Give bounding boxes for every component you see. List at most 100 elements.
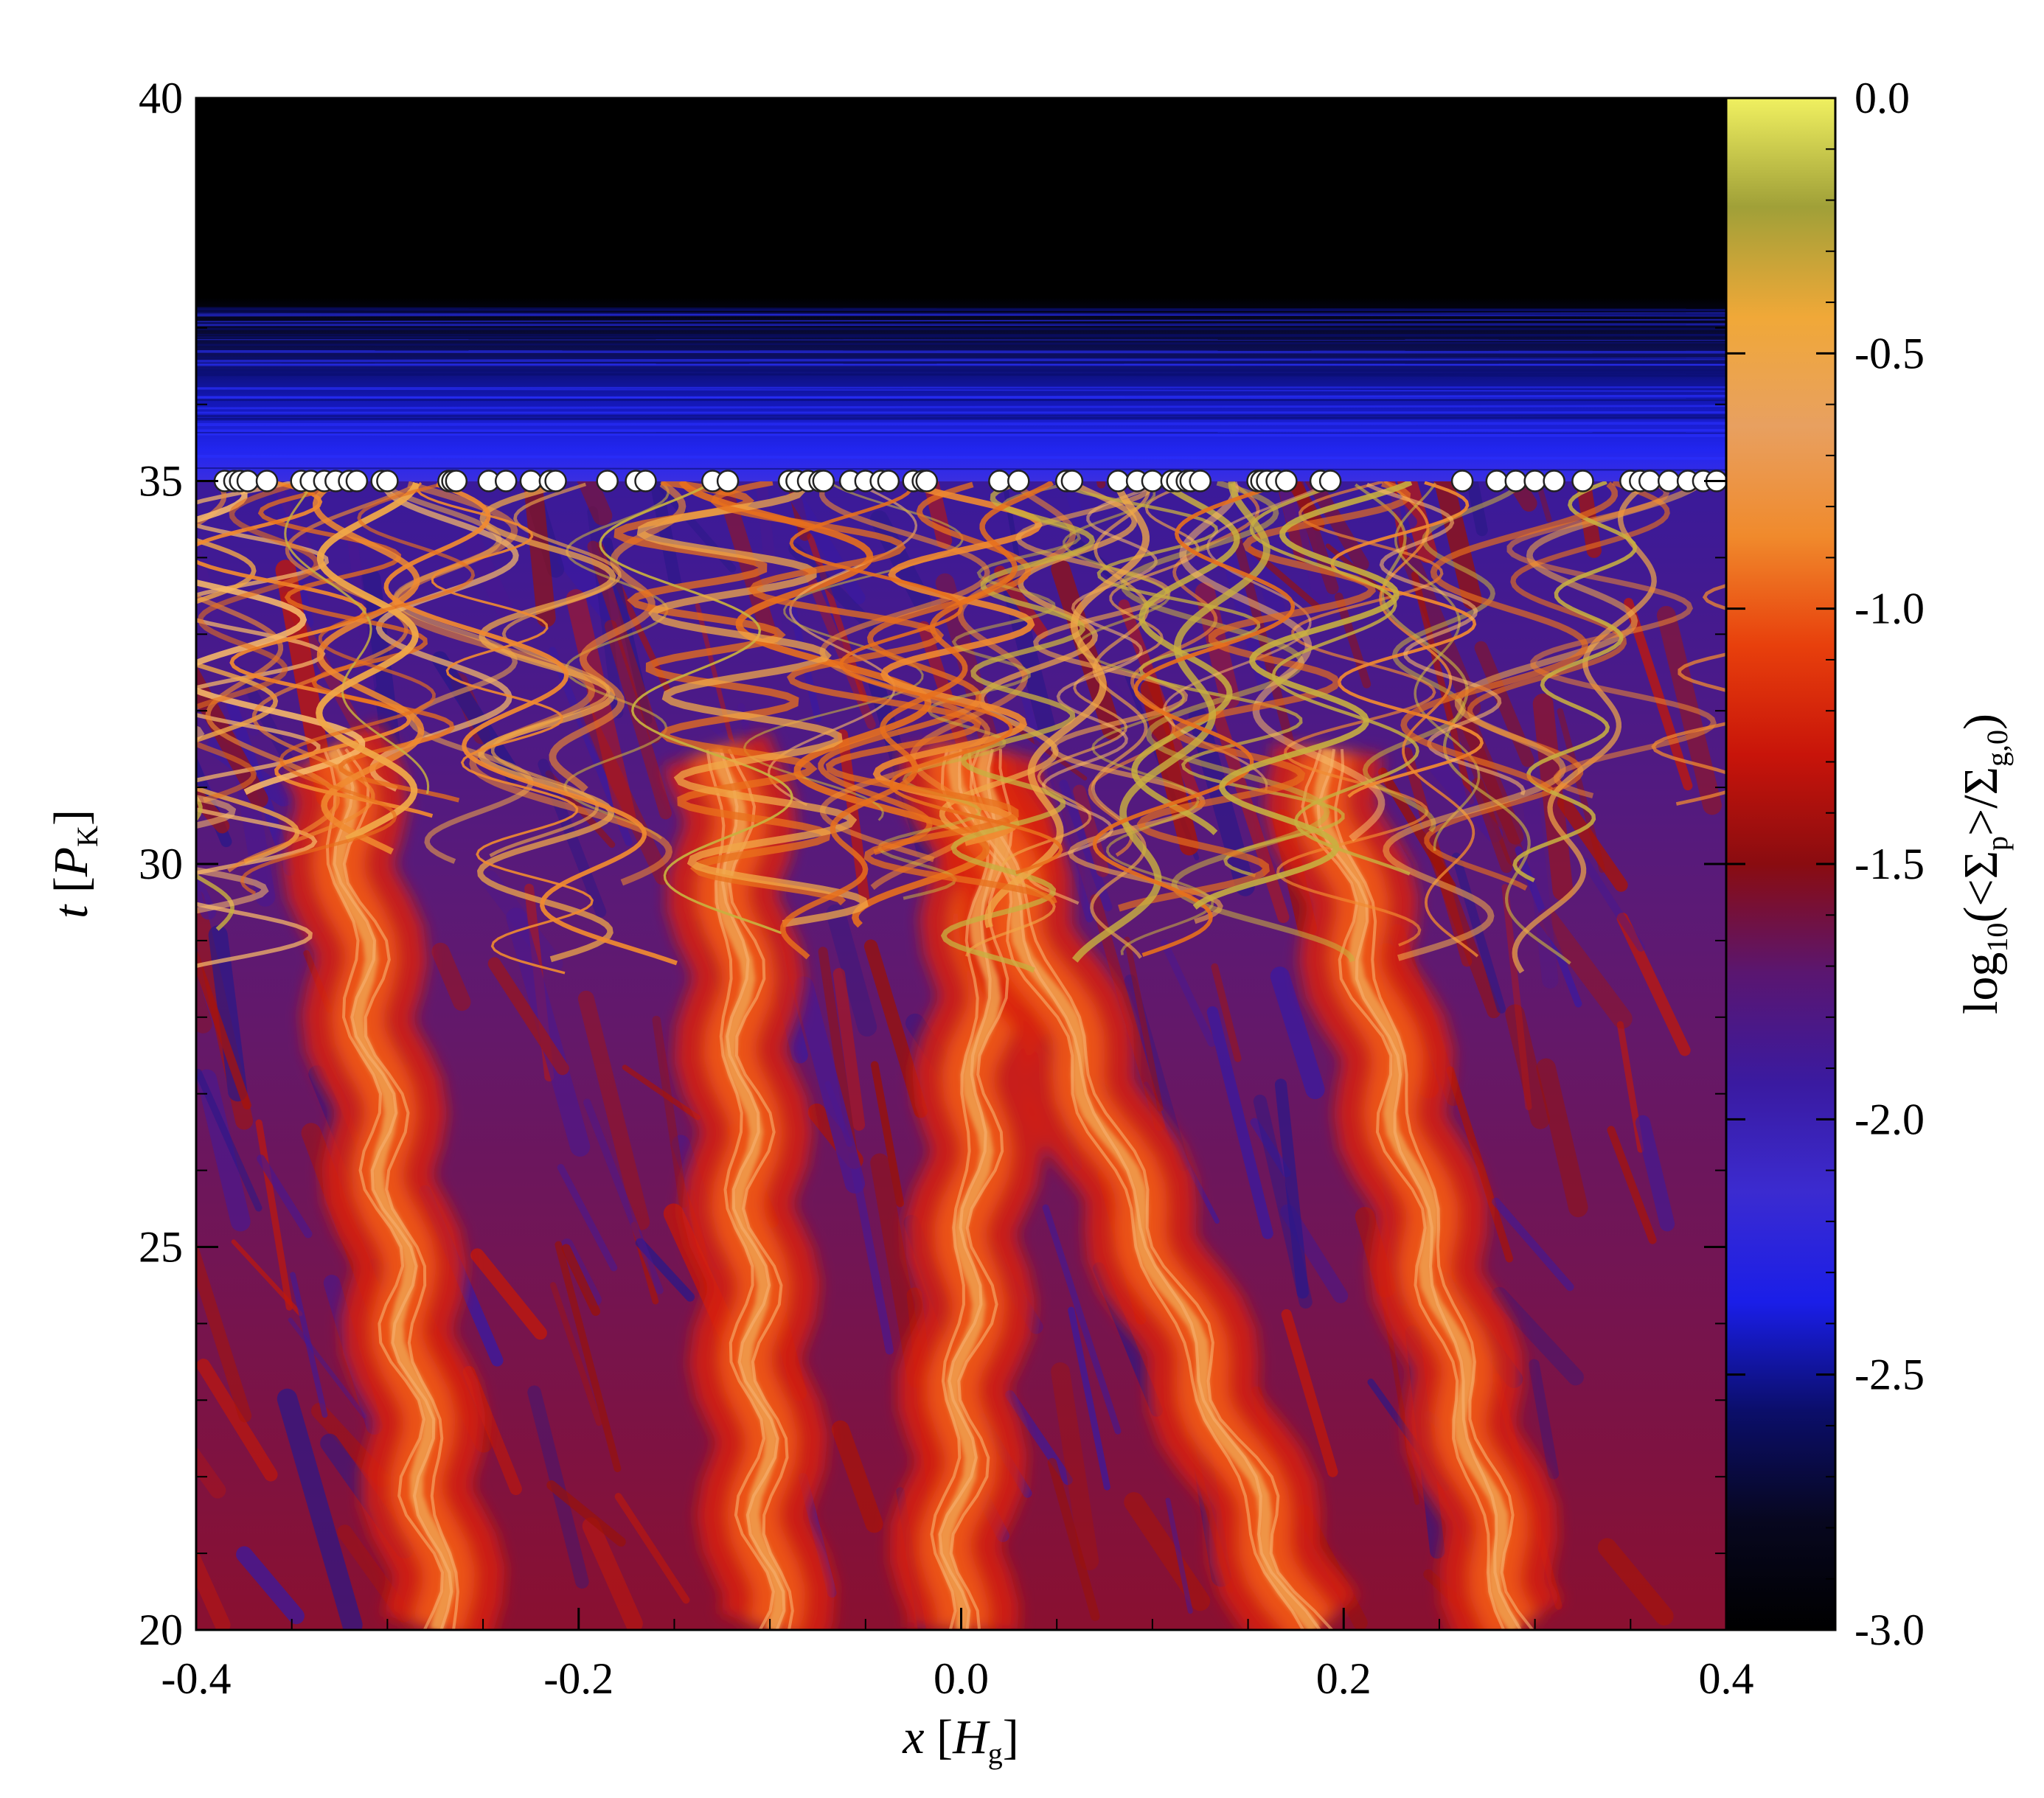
particle-trajectory <box>489 482 622 857</box>
planetesimal-marker <box>1543 470 1565 492</box>
particle-trajectory <box>1651 583 1726 806</box>
colorbar-tick-label: -1.0 <box>1854 585 1925 633</box>
particle-trajectory <box>1394 482 1481 851</box>
background-streak <box>277 1388 363 1630</box>
planetesimal-marker <box>1657 470 1680 492</box>
planetesimal-marker <box>634 470 657 492</box>
blue-streak <box>196 357 1726 363</box>
background-streak <box>1206 1006 1273 1239</box>
particle-trajectory <box>1329 481 1484 798</box>
particle-trajectory <box>284 483 430 795</box>
filament-strand <box>967 748 1333 1630</box>
background-streak <box>652 1015 688 1208</box>
blue-streak <box>196 417 1726 421</box>
filament-strand <box>342 748 459 1630</box>
colorbar-ticks: 0.0 -0.5 -1.0 -1.5 -2.0 -2.5 -3.0 <box>1726 74 1925 1654</box>
background-streak <box>1624 598 1693 791</box>
filament-strand <box>719 748 786 1630</box>
planetesimal-markers <box>213 470 1728 492</box>
background-streak <box>1529 1359 1560 1480</box>
background-streak <box>622 1064 701 1121</box>
particle-trajectory <box>599 480 793 935</box>
particle-trajectory <box>477 481 616 963</box>
background-streak <box>1005 1390 1073 1485</box>
filament-strand <box>930 748 990 1630</box>
planetesimal-marker <box>915 470 939 492</box>
y-tick-label: 30 <box>139 840 183 888</box>
blue-streak <box>196 467 1726 471</box>
particle-trajectory <box>196 479 366 795</box>
background-streak <box>577 990 650 1230</box>
particle-trajectory <box>1063 483 1214 955</box>
background-streak <box>487 957 569 1076</box>
background-streak <box>196 947 251 1109</box>
particle-trajectory <box>1424 479 1670 891</box>
blue-streak <box>196 341 1726 346</box>
blue-streak <box>196 372 1726 377</box>
planetesimal-marker <box>716 470 740 492</box>
background-streak <box>431 942 471 1011</box>
planetesimal-marker <box>1007 470 1030 492</box>
planetesimal-marker <box>988 470 1011 492</box>
background-streak <box>1581 857 1645 952</box>
particle-trajectory <box>416 481 594 975</box>
background-streak <box>1432 464 1482 610</box>
particle-trajectory <box>240 481 476 895</box>
particle-trajectory <box>1179 481 1386 842</box>
background-streak <box>196 1358 278 1482</box>
y-tick-label: 40 <box>139 74 183 122</box>
filament-strand <box>940 748 1304 1630</box>
top-region-streaks <box>196 307 1726 471</box>
background-streak <box>1537 908 1633 1029</box>
particle-trajectory <box>1071 481 1270 963</box>
colorbar-tick-label: -2.5 <box>1854 1351 1925 1399</box>
particle-trajectory <box>196 479 320 803</box>
background-streak <box>793 976 865 1194</box>
blue-streak <box>196 307 1726 312</box>
background-streak <box>1250 1118 1291 1178</box>
blue-streak <box>196 310 1726 316</box>
background-streak <box>1334 592 1372 689</box>
blue-streak <box>196 455 1726 460</box>
particle-trajectory <box>870 479 1077 891</box>
x-axis-label: x [Hg] <box>902 1710 1018 1770</box>
background-streak <box>1165 1497 1193 1614</box>
blue-streak <box>196 414 1726 417</box>
background-streak <box>557 1163 618 1272</box>
planetesimal-marker <box>1523 470 1546 492</box>
planetesimal-marker <box>345 470 369 492</box>
x-tick-label: 0.2 <box>1316 1654 1372 1703</box>
planetesimal-marker <box>519 470 543 492</box>
blue-streak <box>196 318 1726 323</box>
particle-trajectory <box>1276 480 1444 947</box>
planetesimal-marker <box>236 470 260 492</box>
particle-trajectory <box>1512 480 1638 882</box>
background-streak <box>1231 527 1297 757</box>
planetesimal-marker <box>1060 470 1084 492</box>
x-tick-label: 0.4 <box>1699 1654 1754 1703</box>
background-streak <box>1281 1309 1338 1477</box>
particle-trajectory <box>313 481 425 855</box>
background-streak <box>602 537 653 725</box>
background-streak <box>549 1282 602 1426</box>
particle-trajectory <box>379 480 534 864</box>
planetesimal-marker <box>1571 470 1594 492</box>
particle-trajectory <box>877 483 1082 900</box>
particle-trajectory <box>1192 479 1413 910</box>
background-streak <box>1068 1306 1110 1491</box>
background-streak <box>587 540 661 744</box>
background-streak <box>1211 963 1242 1062</box>
colorbar-tick-label: -0.5 <box>1854 329 1925 377</box>
filament-strand <box>322 748 444 1630</box>
planetesimal-marker <box>255 470 279 492</box>
blue-streak <box>196 411 1726 414</box>
particle-trajectory <box>1400 481 1618 793</box>
blue-streak <box>196 386 1726 389</box>
background-streak <box>1124 1492 1211 1611</box>
background-streak <box>1505 1004 1550 1129</box>
y-axis-ticks: 20 25 30 35 40 <box>139 74 1726 1654</box>
background-streak <box>196 1547 231 1630</box>
background-streak <box>555 1241 622 1472</box>
particle-trajectory <box>1118 479 1411 912</box>
background-streak <box>635 1238 695 1302</box>
